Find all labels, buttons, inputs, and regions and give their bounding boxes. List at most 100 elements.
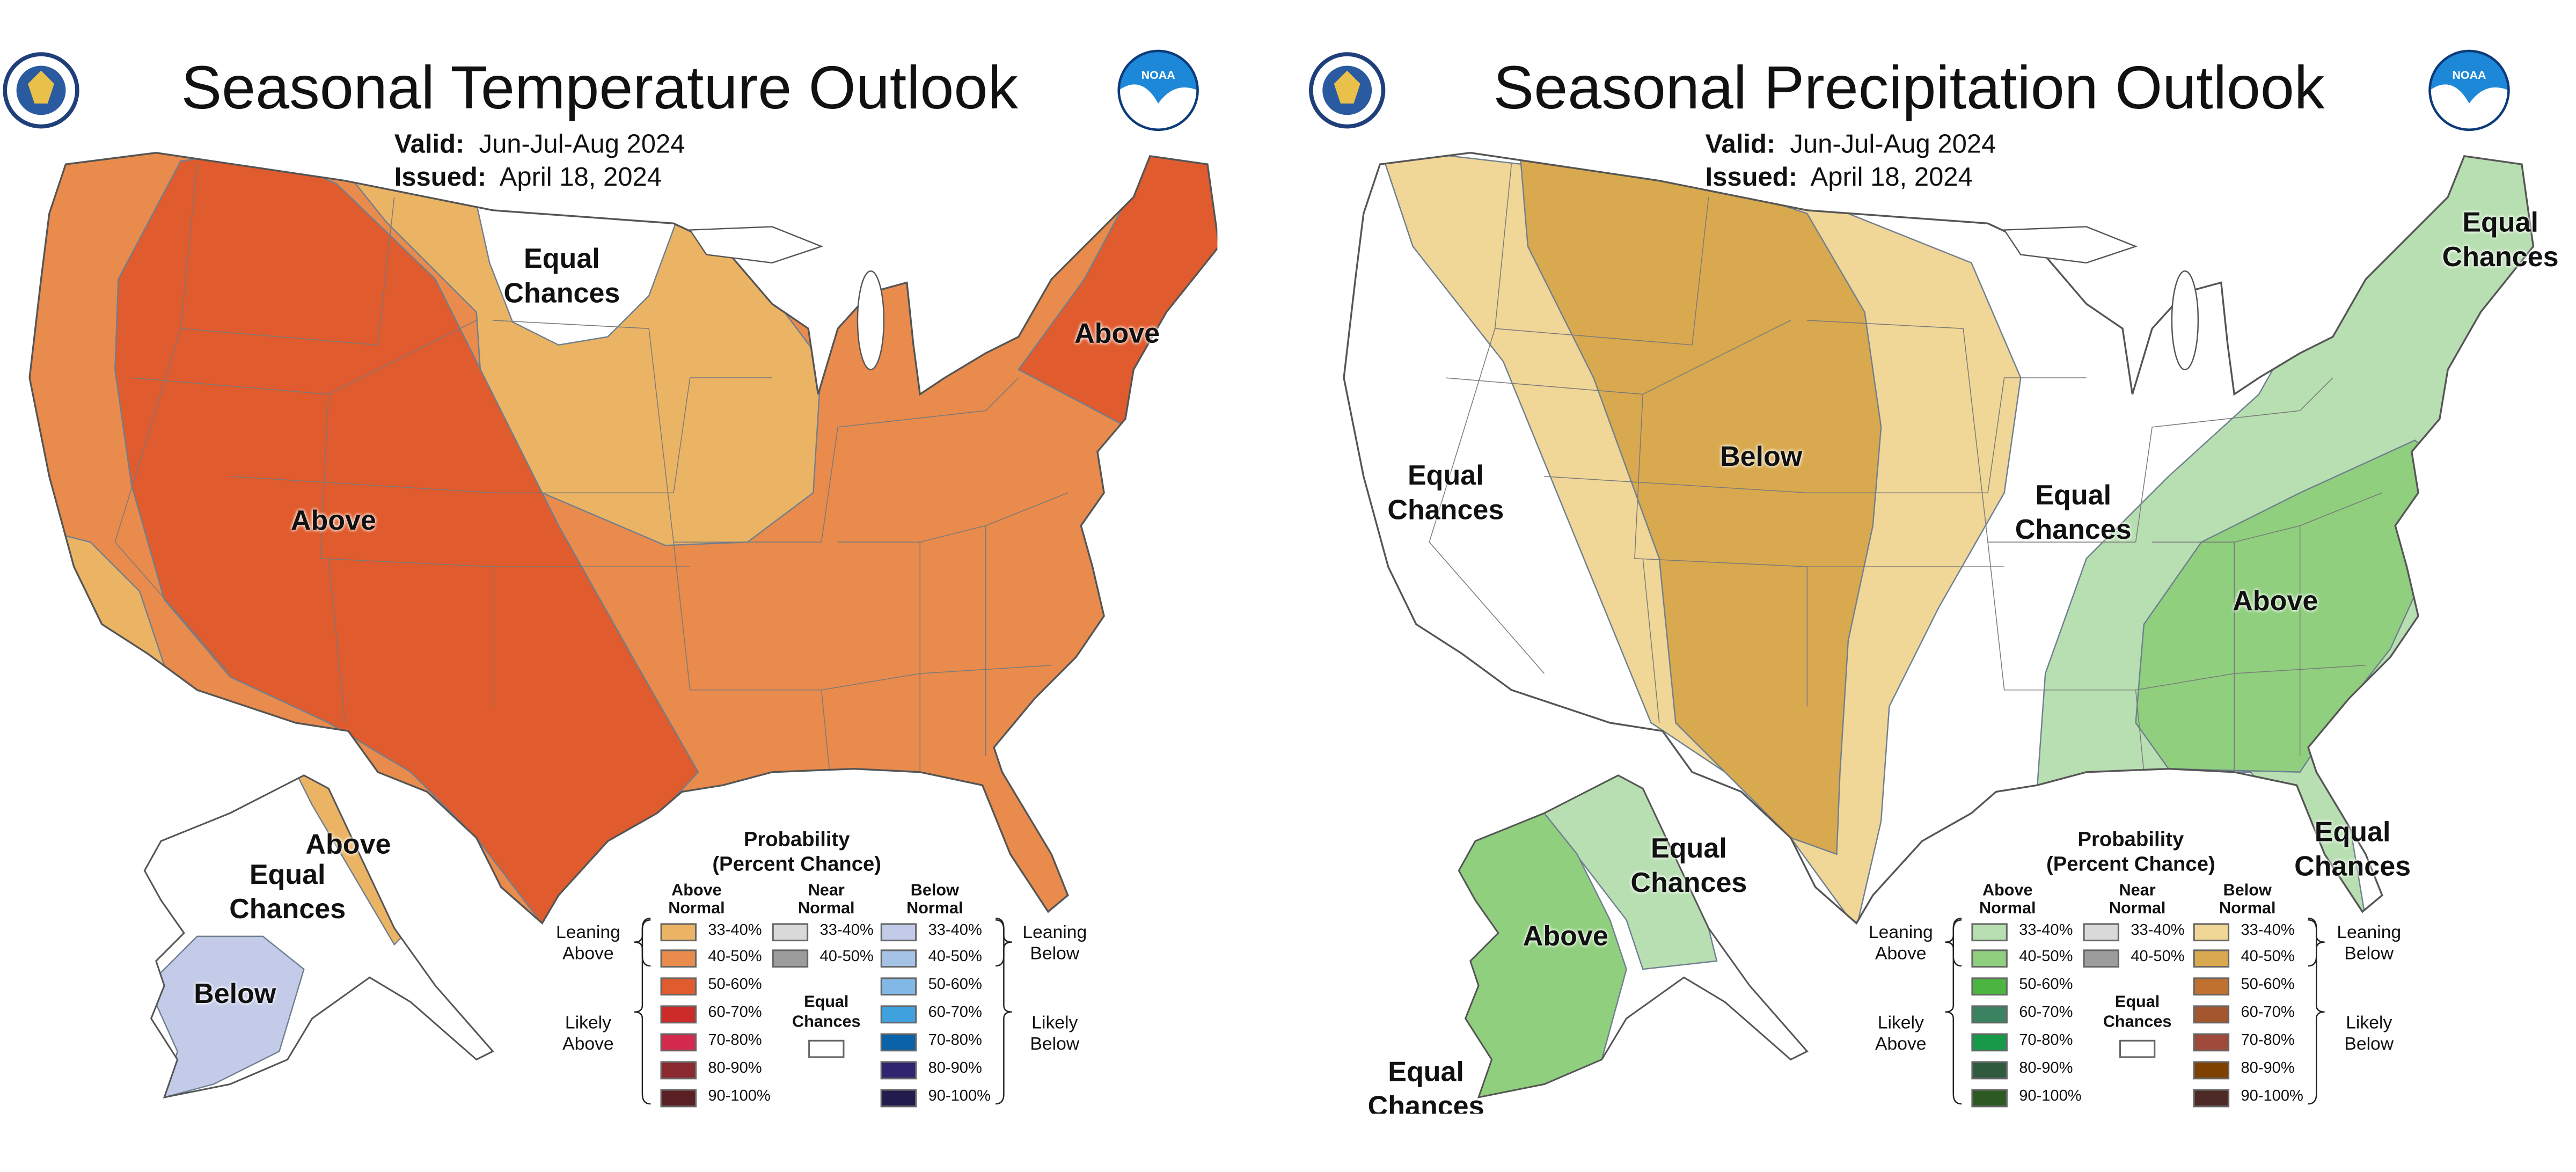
- legend-label-below: 70-80%: [928, 1031, 982, 1050]
- precipitation-outlook-panel: NOAA Seasonal Precipitation Outlook Valid:…: [1219, 0, 2576, 1114]
- legend-label-below: 40-50%: [928, 948, 982, 966]
- map-label-equal-chances-west: Equal Chances: [1387, 460, 1504, 526]
- legend-label-above: 60-70%: [2019, 1003, 2073, 1022]
- contiguous-us-map: [1343, 151, 2535, 925]
- legend-swatch-above-90-100: [660, 1089, 697, 1108]
- legend-column-near-normal: Near Normal: [798, 882, 855, 919]
- legend-swatch-near-33-40: [2083, 923, 2119, 942]
- legend-swatch-above-60-70: [1971, 1005, 2008, 1024]
- map-label-equal-chances-north: Equal Chances: [503, 243, 620, 309]
- legend-column-above-normal: Above Normal: [1979, 882, 2036, 919]
- legend-equal-chances: Equal Chances: [2103, 994, 2172, 1032]
- legend-label-above: 33-40%: [2019, 921, 2073, 940]
- legend-label-above: 40-50%: [708, 948, 762, 966]
- legend-swatch-below-60-70: [2193, 1005, 2230, 1024]
- us-outline: [28, 151, 1218, 925]
- legend-label-below: 50-60%: [2241, 976, 2295, 994]
- legend-leaning-below: Leaning Below: [2337, 923, 2402, 964]
- issued-value: April 18, 2024: [499, 164, 662, 193]
- legend-brace: [1945, 919, 1962, 1105]
- legend-label-above: 70-80%: [2019, 1031, 2073, 1050]
- legend-swatch-above-60-70: [660, 1005, 697, 1024]
- legend-label-near: 33-40%: [2131, 921, 2185, 940]
- legend-swatch-near-40-50: [2083, 949, 2119, 968]
- legend-leaning-above: Leaning Above: [1868, 923, 1933, 964]
- issued-label: Issued:: [1705, 164, 1798, 193]
- contiguous-us-map: [28, 151, 1218, 925]
- legend-swatch-above-40-50: [660, 949, 697, 968]
- lake-michigan: [2171, 270, 2199, 370]
- legend-column-below-normal: Below Normal: [906, 882, 963, 919]
- bottom-margin: [0, 1114, 2576, 1171]
- legend-leaning-above: Leaning Above: [555, 923, 620, 964]
- legend-label-below: 80-90%: [928, 1059, 982, 1078]
- state-borders: [1429, 164, 2383, 772]
- legend-swatch-near-40-50: [772, 949, 809, 968]
- state-borders: [114, 164, 1069, 772]
- legend-label-below: 40-50%: [2241, 948, 2295, 966]
- valid-period: Valid: Jun-Jul-Aug 2024: [394, 131, 685, 161]
- legend-label-above: 50-60%: [2019, 976, 2073, 994]
- region-equal-chances-north: [475, 203, 678, 346]
- legend-swatch-below-40-50: [2193, 949, 2230, 968]
- us-outline: [1343, 151, 2535, 925]
- issued-date: Issued: April 18, 2024: [394, 164, 662, 194]
- legend-label-below: 90-100%: [928, 1087, 991, 1106]
- commerce-seal-logo: [1309, 52, 1386, 129]
- legend-likely-above: Likely Above: [1875, 1013, 1927, 1055]
- noaa-logo: NOAA: [2428, 49, 2510, 131]
- legend-swatch-above-70-80: [1971, 1033, 2008, 1052]
- alaska-map: [1458, 774, 1809, 1098]
- map-label-equal-chances-alaska: Equal Chances: [229, 859, 346, 925]
- valid-label: Valid:: [1705, 131, 1776, 159]
- legend-swatch-above-70-80: [660, 1033, 697, 1052]
- svg-text:NOAA: NOAA: [1141, 69, 1175, 82]
- legend-label-below: 80-90%: [2241, 1059, 2295, 1078]
- legend-swatch-above-33-40: [1971, 923, 2008, 942]
- legend-equal-chances: Equal Chances: [792, 994, 861, 1032]
- valid-value: Jun-Jul-Aug 2024: [1790, 131, 1996, 159]
- legend-swatch-below-60-70: [880, 1005, 917, 1024]
- map-label-equal-chances-central: Equal Chances: [2015, 479, 2132, 546]
- issued-date: Issued: April 18, 2024: [1706, 164, 1973, 194]
- map-label-equal-chances-alaska-east: Equal Chances: [1630, 833, 1747, 899]
- map-label-equal-chances-alaska-southwest: Equal Chances: [1367, 1056, 1484, 1114]
- legend-likely-above: Likely Above: [562, 1013, 614, 1055]
- legend-braces: [634, 917, 1012, 1105]
- legend-likely-below: Likely Below: [1030, 1013, 1080, 1055]
- alaska-outline: [143, 774, 494, 1098]
- legend-swatch-below-33-40: [2193, 923, 2230, 942]
- lake-michigan: [857, 270, 885, 370]
- region-above-33-40-north: [352, 180, 822, 546]
- legend-leaning-below: Leaning Below: [1022, 923, 1087, 964]
- legend-label-above: 70-80%: [708, 1031, 762, 1050]
- legend-swatch-below-70-80: [880, 1033, 917, 1052]
- svg-text:NOAA: NOAA: [2452, 69, 2486, 82]
- issued-label: Issued:: [394, 164, 487, 193]
- alaska-map: [143, 774, 494, 1098]
- map-label-below-alaska: Below: [194, 978, 276, 1010]
- map-label-equal-chances-northeast: Equal Chances: [2442, 207, 2559, 273]
- legend-label-below: 50-60%: [928, 976, 982, 994]
- legend-label-below: 90-100%: [2241, 1087, 2303, 1106]
- temperature-outlook-panel: NOAA Seasonal Temperature Outlook Valid: J…: [0, 0, 1218, 1114]
- legend-label-below: 60-70%: [928, 1003, 982, 1022]
- alaska-outline: [1458, 774, 1809, 1098]
- legend-swatch-below-50-60: [880, 977, 917, 996]
- page-title: Seasonal Temperature Outlook: [181, 54, 1019, 122]
- map-label-above-southeast: Above: [2233, 585, 2318, 617]
- map-label-below-west: Below: [1719, 441, 1803, 473]
- map-label-equal-chances-florida: Equal Chances: [2294, 816, 2411, 882]
- valid-label: Valid:: [394, 131, 465, 159]
- legend-likely-below: Likely Below: [2344, 1013, 2394, 1055]
- legend-swatch-below-33-40: [880, 923, 917, 942]
- legend-swatch-near-33-40: [772, 923, 809, 942]
- legend-swatch-below-50-60: [2193, 977, 2230, 996]
- legend-swatch-below-80-90: [2193, 1061, 2230, 1080]
- valid-value: Jun-Jul-Aug 2024: [479, 131, 685, 159]
- legend-label-above: 80-90%: [708, 1059, 762, 1078]
- legend-label-above: 40-50%: [2019, 948, 2073, 966]
- page-title: Seasonal Precipitation Outlook: [1493, 54, 2325, 122]
- legend-label-below: 33-40%: [928, 921, 982, 940]
- legend-swatch-below-80-90: [880, 1061, 917, 1080]
